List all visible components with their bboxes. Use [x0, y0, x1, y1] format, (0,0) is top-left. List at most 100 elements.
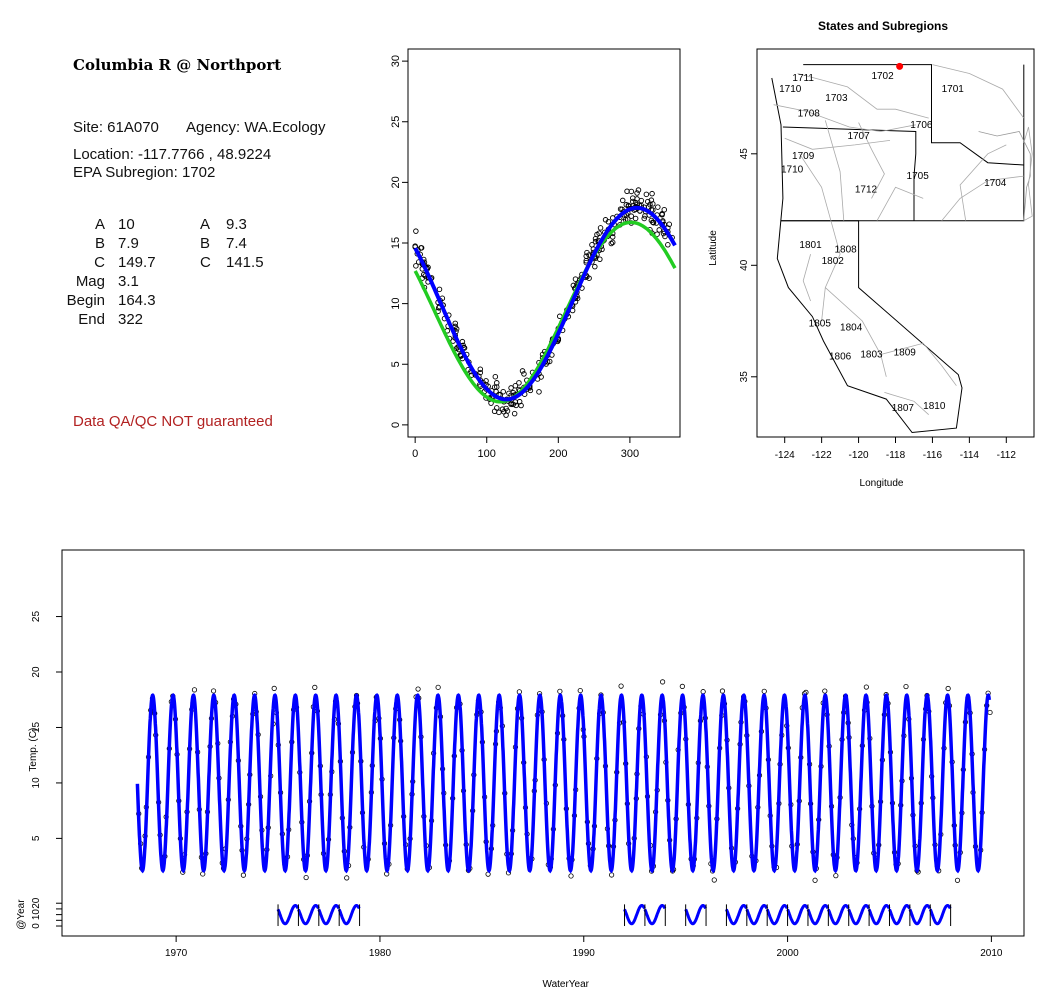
x-axis-title: WaterYear [543, 979, 590, 990]
param-name: C [94, 254, 105, 271]
subregion-border [799, 153, 832, 221]
y-tick-label: 20 [31, 666, 42, 678]
data-point [592, 236, 599, 242]
data-point [619, 197, 626, 204]
param-value: 164.3 [118, 292, 156, 309]
data-point [513, 402, 519, 409]
data-point [583, 258, 589, 264]
data-point [632, 215, 639, 222]
data-point [954, 877, 961, 883]
subregion-border [959, 144, 1007, 221]
data-point [413, 228, 419, 234]
data-point [661, 206, 668, 213]
x-tick-label: -116 [923, 450, 943, 461]
data-point [650, 219, 656, 225]
x-tick-label: 0 [412, 448, 418, 460]
subregion-label: 1804 [840, 323, 863, 334]
data-point [987, 709, 993, 716]
state-border-line [803, 64, 1024, 166]
data-point [609, 239, 616, 246]
annual-fit [643, 904, 667, 926]
location: Location: -117.7766 , 48.9224 [73, 146, 272, 163]
subregion-label: 1704 [984, 178, 1007, 189]
param-value: 7.9 [118, 235, 139, 252]
subregion-border [797, 73, 929, 119]
data-point [597, 256, 603, 262]
fit-line-blue [413, 205, 677, 402]
y-tick-label: 35 [739, 371, 750, 383]
data-point [557, 688, 563, 694]
param-value-alt: 9.3 [226, 216, 247, 233]
y2-tick-label: 20 [31, 897, 42, 909]
data-point [592, 263, 598, 270]
y-tick-label: 20 [390, 176, 402, 188]
data-point [344, 875, 350, 881]
subregion-border [825, 287, 887, 377]
x-tick-label: 200 [549, 448, 567, 460]
param-value-alt: 141.5 [226, 254, 264, 271]
data-point [638, 197, 645, 204]
subregion-border [821, 220, 841, 322]
data-point [863, 684, 869, 690]
data-point [516, 689, 522, 695]
y-tick-label: 10 [31, 777, 42, 789]
data-point [483, 378, 489, 384]
y-tick-label: 25 [390, 116, 402, 128]
subregion-label: 1707 [847, 131, 870, 142]
data-point [665, 242, 671, 248]
annual-fit [786, 904, 809, 926]
state-border-line [781, 64, 1025, 222]
subregion-label: 1702 [871, 71, 894, 82]
qa-warning: Data QA/QC NOT guaranteed [73, 413, 273, 430]
data-point [659, 211, 665, 217]
y-tick-label: 0 [390, 422, 402, 428]
annual-fit [847, 904, 871, 926]
data-point [618, 683, 624, 689]
x-tick-label: 300 [621, 448, 639, 460]
subregion-label: 1710 [781, 164, 804, 175]
subregion-label: 1712 [855, 184, 878, 195]
data-point [711, 877, 717, 883]
data-point [608, 240, 615, 247]
param-name: Begin [66, 292, 105, 309]
y-axis-title: Temp. (C) [28, 728, 39, 772]
data-point [512, 383, 519, 389]
data-point [452, 320, 458, 327]
subregion-label: 1709 [792, 151, 815, 162]
subregion-label: 1802 [822, 256, 845, 267]
x-tick-label: 1970 [165, 948, 188, 959]
data-point [508, 385, 514, 391]
data-point [494, 405, 500, 411]
subregion-label: 1801 [799, 240, 822, 251]
y-tick-label: 5 [390, 361, 402, 367]
data-point [494, 384, 500, 390]
x-tick-label: -114 [960, 450, 980, 461]
data-point [584, 249, 590, 256]
data-point [761, 688, 767, 694]
y-tick-label: 25 [31, 611, 42, 623]
data-point [643, 191, 650, 198]
state-border-california [771, 77, 963, 434]
subregion-label: 1805 [809, 318, 832, 329]
data-point [679, 683, 685, 689]
annual-fit [826, 904, 850, 926]
subregion-border [1023, 126, 1033, 222]
annual-fit [725, 904, 748, 926]
site-id: Site: 61A070 [73, 119, 159, 136]
data-point [630, 195, 636, 201]
param-name: A [94, 216, 105, 233]
annual-fit [317, 904, 341, 926]
subregion-border [876, 186, 924, 221]
data-point [413, 263, 419, 269]
data-point [491, 384, 498, 391]
annual-fit [745, 904, 769, 926]
x-tick-label: -122 [812, 450, 832, 461]
temperature-timeseries-chart: 1970 1980 1990 2000 201051015202501020WaterY… [16, 549, 1025, 990]
param-value: 3.1 [118, 273, 139, 290]
subregion-label: 1711 [792, 73, 814, 84]
data-point [436, 286, 443, 293]
subregion-border [858, 122, 885, 199]
y2-tick-label: 0 [31, 923, 42, 929]
subregion-label: 1803 [860, 349, 883, 360]
